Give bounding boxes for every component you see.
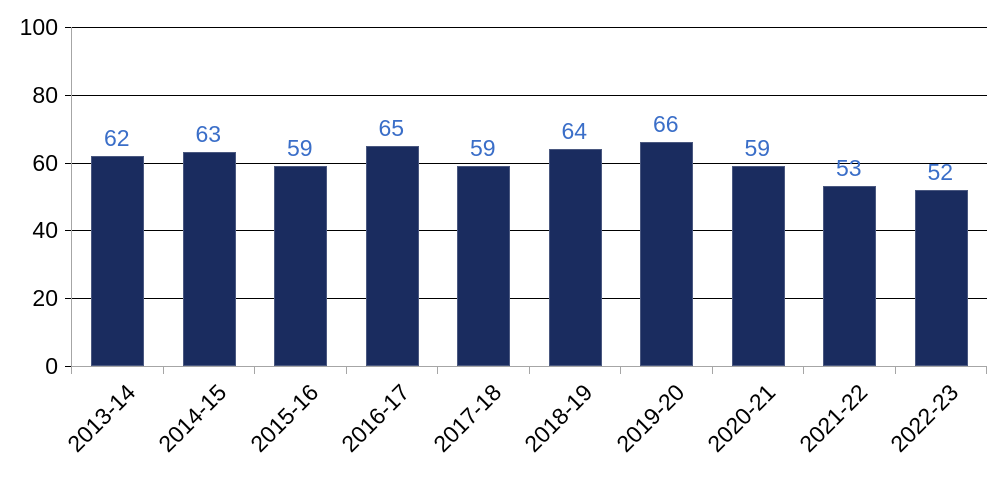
bar [731,165,785,366]
bar-value-label: 63 [195,121,222,148]
x-axis-label: 2017-18 [428,379,507,458]
x-axis-tick [803,367,804,374]
x-axis-tick [894,367,896,374]
bar [548,149,602,366]
bar-value-label: 53 [835,155,862,182]
x-axis-tick [345,367,347,374]
plot-area [71,27,987,367]
gridline [72,27,987,28]
bar-value-label: 59 [469,134,496,161]
y-axis-tick [65,94,71,96]
gridline [72,94,987,96]
x-axis-tick [711,367,713,374]
bar-value-label: 66 [652,111,679,138]
x-axis-label: 2022-23 [885,379,964,458]
x-axis-tick [162,367,164,374]
y-axis-tick [65,230,71,232]
gridline [72,298,987,300]
x-axis-label: 2020-21 [702,379,781,458]
y-axis-label: 80 [32,81,58,108]
y-axis-tick [65,162,71,164]
bar-value-label: 62 [103,124,130,151]
x-axis-tick [528,367,530,374]
bar-value-label: 65 [378,114,405,141]
x-axis-label: 2014-15 [153,379,232,458]
y-axis-label: 20 [32,285,58,312]
bar [914,189,968,366]
x-axis-label: 2013-14 [62,379,141,458]
bar [274,165,328,366]
x-axis-tick [71,367,72,374]
y-axis-label: 0 [45,353,58,379]
y-axis-label: 100 [19,14,58,40]
bar-value-label: 64 [561,118,588,145]
bar-value-label: 59 [744,134,771,161]
y-axis-tick [65,27,71,28]
bar [640,142,694,366]
x-axis-label: 2021-22 [794,379,873,458]
x-axis-tick [986,367,987,374]
bar [182,152,236,366]
x-axis-label: 2018-19 [519,379,598,458]
x-axis-tick [254,367,255,374]
bar-value-label: 52 [927,158,954,185]
bar-value-label: 59 [286,134,313,161]
x-axis-tick [620,367,621,374]
x-axis-label: 2019-20 [611,379,690,458]
y-axis-label: 40 [32,217,58,244]
y-axis-tick [65,366,71,367]
bar [91,155,145,366]
y-axis-label: 60 [32,149,58,176]
x-axis-label: 2016-17 [336,379,415,458]
x-axis-label: 2015-16 [245,379,324,458]
bar [365,145,419,366]
bar [457,165,511,366]
x-axis-tick [437,367,438,374]
gridline [72,162,987,164]
y-axis-tick [65,298,71,300]
gridline [72,230,987,232]
bar [823,186,877,366]
